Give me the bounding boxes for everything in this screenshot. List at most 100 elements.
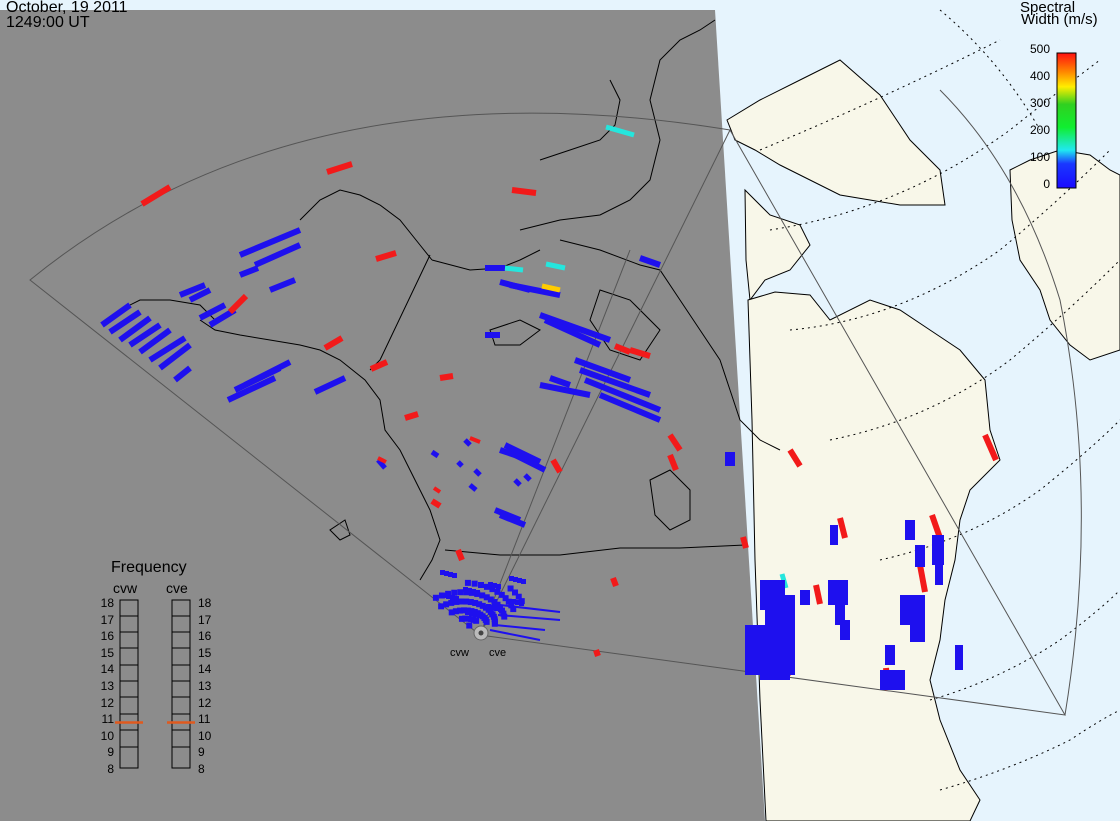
- echo-cell: [140, 184, 172, 207]
- echo-cell: [667, 433, 683, 452]
- echo-cell: [935, 565, 943, 585]
- echo-cell: [440, 570, 445, 575]
- echo-cell: [523, 473, 532, 482]
- cve-frequency-tick: 12: [198, 695, 212, 710]
- echo-cell: [457, 607, 464, 614]
- echo-cell: [513, 577, 518, 582]
- echo-cell: [430, 449, 440, 459]
- cvw-frequency-tick: 8: [107, 762, 114, 776]
- echo-cell: [539, 382, 591, 398]
- echo-cell: [463, 589, 470, 596]
- echo-cell: [465, 610, 470, 615]
- echo-cell: [515, 600, 520, 605]
- echo-cell: [513, 452, 547, 473]
- echo-cell: [473, 468, 482, 477]
- echo-cell: [448, 572, 453, 577]
- echo-cell: [605, 124, 635, 138]
- echo-cell: [188, 287, 212, 303]
- echo-cell: [461, 607, 468, 614]
- echo-cell: [238, 227, 302, 258]
- echo-cell: [760, 580, 785, 610]
- echo-cell: [173, 365, 192, 383]
- echo-cell: [471, 589, 476, 594]
- echo-cell: [499, 279, 531, 293]
- echo-cell: [813, 584, 823, 605]
- echo-cell: [313, 375, 347, 395]
- echo-cell: [463, 438, 472, 447]
- colorbar-tick: 500: [1029, 42, 1050, 56]
- echo-cell: [469, 436, 481, 444]
- echo-cell: [725, 452, 735, 466]
- echo-cell: [468, 483, 478, 492]
- echo-cell: [448, 609, 455, 616]
- echo-cell: [473, 612, 478, 617]
- echo-cell: [510, 606, 517, 613]
- echo-cell: [446, 594, 451, 599]
- colorbar-tick: 400: [1029, 69, 1050, 83]
- geomagnetic-grid: [759, 9, 1120, 791]
- echo-cell: [610, 576, 619, 588]
- cve-frequency-tick: 11: [198, 712, 211, 727]
- echo-cell: [629, 347, 651, 359]
- echo-cell: [545, 261, 566, 271]
- cvw-frequency-tick: 11: [101, 712, 114, 727]
- echo-cell: [491, 599, 498, 606]
- echo-cell: [538, 312, 612, 343]
- echo-cell: [915, 545, 925, 567]
- echo-cell: [835, 605, 845, 625]
- cvw-frequency-tick: 16: [100, 629, 114, 644]
- cvw-frequency-tick: 9: [107, 745, 114, 760]
- cvw-frequency-tick: 12: [100, 695, 114, 710]
- echo-cell: [479, 602, 486, 609]
- echo-cell: [583, 377, 662, 413]
- colorbar-units: Width (m/s): [1021, 11, 1098, 28]
- echo-cell: [515, 593, 522, 600]
- frequency-gauges: [119, 599, 191, 769]
- echo-cell: [639, 255, 661, 268]
- echo-cell: [497, 614, 561, 621]
- echo-cell: [108, 309, 142, 335]
- echo-cell: [445, 590, 452, 597]
- echo-cell: [982, 433, 999, 462]
- echo-cell: [613, 343, 632, 355]
- echo-cell: [828, 580, 848, 605]
- echo-cell: [494, 588, 501, 595]
- cvw-frequency-tick: 10: [100, 728, 114, 743]
- echo-cell: [483, 618, 490, 625]
- echo-cell: [464, 579, 471, 586]
- echo-cell: [467, 588, 472, 593]
- echo-cell: [238, 265, 260, 278]
- echo-cell: [490, 605, 495, 610]
- echo-cell: [469, 611, 474, 616]
- echo-cell: [450, 595, 455, 600]
- echo-cell: [458, 615, 465, 622]
- echo-cell: [549, 375, 571, 388]
- echo-cell: [932, 535, 944, 565]
- echo-cell: [494, 606, 499, 611]
- echo-cell: [439, 373, 454, 381]
- cve-frequency-tick: 13: [198, 679, 212, 693]
- echo-cell: [486, 604, 491, 609]
- echo-cell: [910, 620, 925, 642]
- echo-cell: [840, 620, 850, 640]
- echo-cell: [138, 327, 172, 355]
- echo-cell: [432, 594, 439, 601]
- echo-cell: [573, 357, 632, 383]
- cvw-frequency-tick: 18: [100, 596, 114, 610]
- echo-cell: [880, 670, 905, 690]
- echo-cell: [466, 622, 473, 629]
- echo-cell: [158, 342, 192, 371]
- colorbar-tick: 300: [1029, 96, 1050, 110]
- echo-cell: [521, 579, 526, 584]
- echo-cell: [467, 599, 474, 606]
- echo-cell: [479, 592, 486, 599]
- echo-cell: [837, 517, 848, 539]
- cve-frequency-tick: 14: [198, 662, 212, 677]
- colorbar-tick: 0: [1043, 177, 1050, 191]
- echo-cell: [462, 615, 469, 622]
- echo-cell: [227, 293, 249, 315]
- echo-cell: [471, 580, 478, 587]
- echo-cell: [483, 583, 490, 590]
- cve-frequency-tick: 18: [198, 596, 212, 610]
- echo-cell: [740, 536, 749, 549]
